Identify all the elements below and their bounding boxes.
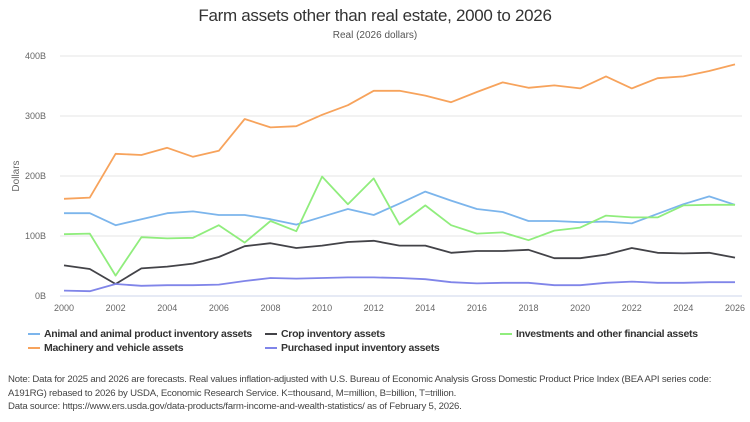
- legend-swatch: [265, 333, 277, 335]
- series-line-1: [63, 239, 736, 285]
- legend-swatch: [500, 333, 512, 335]
- legend-label: Investments and other financial assets: [516, 328, 698, 340]
- x-tick-label: 2014: [415, 303, 435, 313]
- series-line-4: [63, 276, 735, 293]
- y-tick-label: 400B: [25, 51, 46, 61]
- series-line-3: [63, 63, 736, 200]
- legend-swatch: [265, 347, 277, 349]
- series-line-0: [64, 190, 736, 227]
- x-tick-label: 2022: [622, 303, 642, 313]
- y-tick-label: 200B: [25, 171, 46, 181]
- legend-item-animal[interactable]: Animal and animal product inventory asse…: [28, 328, 252, 340]
- data-source-text: Data source: https://www.ers.usda.gov/da…: [8, 401, 462, 412]
- x-tick-label: 2024: [673, 303, 693, 313]
- legend-item-crop[interactable]: Crop inventory assets: [265, 328, 385, 340]
- line-chart: 0B 100B 200B 300B 400B 2000 2002 2004 2006 2008 20…: [11, 51, 745, 313]
- legend-label: Crop inventory assets: [281, 328, 385, 340]
- chart-title: Farm assets other than real estate, 2000…: [198, 6, 552, 25]
- chart-subtitle: Real (2026 dollars): [332, 30, 418, 41]
- series-line-2: [63, 175, 735, 277]
- x-tick-label: 2010: [312, 303, 332, 313]
- legend-swatch: [28, 347, 40, 349]
- x-tick-label: 2012: [364, 303, 384, 313]
- y-tick-label: 100B: [25, 231, 46, 241]
- x-tick-label: 2004: [157, 303, 177, 313]
- y-axis-label: Dollars: [11, 160, 22, 191]
- x-tick-label: 2020: [570, 303, 590, 313]
- legend-label: Purchased input inventory assets: [281, 342, 440, 354]
- legend-swatch: [28, 333, 40, 335]
- note-text: Note: Data for 2025 and 2026 are forecas…: [8, 374, 712, 399]
- y-tick-label: 0B: [35, 291, 46, 301]
- legend-item-investments[interactable]: Investments and other financial assets: [500, 328, 698, 340]
- x-tick-label: 2016: [467, 303, 487, 313]
- x-tick-label: 2018: [519, 303, 539, 313]
- x-tick-label: 2008: [260, 303, 280, 313]
- x-tick-label: 2000: [54, 303, 74, 313]
- footnote: Note: Data for 2025 and 2026 are forecas…: [8, 373, 748, 414]
- x-tick-label: 2006: [209, 303, 229, 313]
- legend-label: Machinery and vehicle assets: [44, 342, 184, 354]
- y-tick-label: 300B: [25, 111, 46, 121]
- x-tick-label: 2002: [106, 303, 126, 313]
- legend-label: Animal and animal product inventory asse…: [44, 328, 252, 340]
- x-tick-label: 2026: [725, 303, 745, 313]
- legend-item-machinery[interactable]: Machinery and vehicle assets: [28, 342, 184, 354]
- legend-item-purchased-input[interactable]: Purchased input inventory assets: [265, 342, 440, 354]
